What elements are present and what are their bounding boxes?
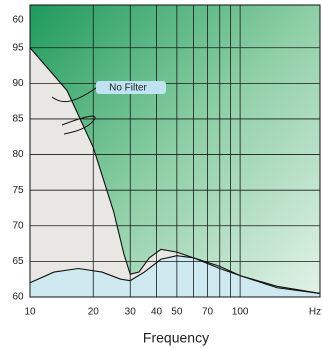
- x-tick-label: 70: [202, 307, 214, 318]
- top-label: 60: [12, 15, 24, 26]
- x-tick-label: 30: [125, 307, 137, 318]
- x-tick-label: 20: [88, 307, 100, 318]
- y-tick-label: 75: [12, 185, 24, 196]
- annotation-leader: [51, 87, 97, 103]
- x-tick-label: 40: [151, 307, 163, 318]
- y-tick-label: 85: [12, 114, 24, 125]
- x-tick-label: 50: [171, 307, 183, 318]
- x-tick-label: 10: [24, 307, 36, 318]
- plot-frame: [29, 4, 321, 298]
- x-unit: Hz: [309, 307, 321, 318]
- x-axis-title: Frequency: [143, 330, 209, 346]
- lower-region: [30, 255, 320, 297]
- annotation: No Filter: [109, 83, 147, 94]
- annotation-box: [96, 81, 166, 94]
- curve: [29, 255, 321, 294]
- curve: [29, 47, 321, 294]
- y-tick-label: 60: [12, 292, 24, 303]
- y-tick-label: 95: [12, 42, 24, 53]
- y-tick-label: 70: [12, 220, 24, 231]
- y-tick-label: 80: [12, 149, 24, 160]
- left-region: [30, 47, 320, 298]
- annotation-loop: [61, 115, 96, 135]
- y-tick-label: 65: [12, 256, 24, 267]
- y-tick-label: 90: [12, 78, 24, 89]
- x-tick-label: 100: [232, 307, 249, 318]
